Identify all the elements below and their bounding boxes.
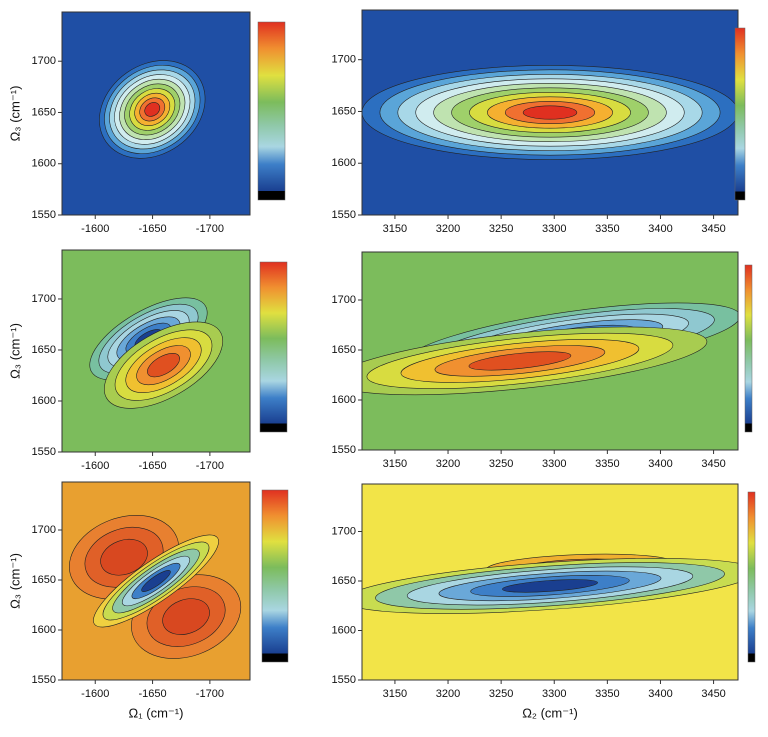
- x-tick-label: 3400: [648, 458, 672, 470]
- x-tick-label: 3250: [489, 223, 513, 235]
- contour-level: [468, 351, 572, 371]
- x-tick-label: 3400: [648, 223, 672, 235]
- x-tick-label: 3150: [383, 688, 407, 700]
- y-tick-label: 1600: [32, 158, 56, 170]
- x-axis-label: Ω₂ (cm⁻¹): [522, 705, 578, 720]
- contours: [362, 302, 738, 396]
- y-tick-label: 1650: [32, 106, 56, 118]
- panel: 3150 3200 3250 3300 3350 3400 3450 1550 1600 1650…: [332, 251, 753, 470]
- y-tick-label: 1550: [332, 444, 356, 456]
- x-tick-label: 3350: [595, 223, 619, 235]
- x-tick-label: 3200: [436, 223, 460, 235]
- y-tick-label: 1600: [332, 624, 356, 636]
- x-tick-label: 3250: [489, 458, 513, 470]
- plot-frame: [361, 251, 739, 451]
- panel: -1600 -1650 -1700 1550 1600 1650 1700 Ω₃ (cm⁻¹): [7, 11, 286, 235]
- x-tick-label: 3400: [648, 688, 672, 700]
- contour-level: [147, 353, 180, 378]
- contours: [99, 60, 206, 159]
- colorbar: [259, 261, 288, 433]
- y-axis-label: Ω₃ (cm⁻¹): [7, 86, 22, 142]
- x-tick-label: -1600: [81, 460, 109, 472]
- y-tick-label: 1700: [32, 293, 56, 305]
- plot-frame: [361, 483, 739, 681]
- x-tick-label: 3200: [436, 688, 460, 700]
- x-tick-label: 3450: [701, 688, 725, 700]
- contour-level: [522, 105, 578, 120]
- y-tick-label: 1550: [32, 209, 56, 221]
- x-tick-label: 3300: [542, 458, 566, 470]
- y-tick-label: 1700: [332, 54, 356, 66]
- x-tick-label: 3250: [489, 688, 513, 700]
- y-tick-label: 1600: [32, 624, 56, 636]
- y-tick-label: 1700: [32, 524, 56, 536]
- x-tick-label: -1700: [196, 460, 224, 472]
- colorbar: [261, 489, 289, 663]
- y-axis-label: Ω₃ (cm⁻¹): [7, 553, 22, 609]
- y-tick-label: 1650: [32, 344, 56, 356]
- x-tick-label: -1700: [196, 688, 224, 700]
- panel: 3150 3200 3250 3300 3350 3400 3450 1550 1600 1650…: [332, 9, 746, 235]
- y-tick-label: 1650: [332, 344, 356, 356]
- x-tick-label: 3300: [542, 223, 566, 235]
- x-tick-label: 3450: [701, 223, 725, 235]
- panel: 3150 3200 3250 3300 3350 3400 3450 1550 1600 1650…: [332, 483, 756, 720]
- contours: [89, 297, 224, 409]
- plot-frame: [61, 249, 251, 453]
- x-tick-label: 3450: [701, 458, 725, 470]
- panel: -1600 -1650 -1700 1550 1600 1650 1700 Ω₃ (cm⁻¹)…: [7, 481, 289, 720]
- x-tick-label: 3150: [383, 223, 407, 235]
- x-tick-label: -1650: [138, 688, 166, 700]
- contour-level: [100, 538, 148, 576]
- contour-level: [144, 102, 161, 117]
- contour-level: [162, 598, 210, 635]
- y-tick-label: 1700: [332, 294, 356, 306]
- colorbar: [744, 264, 753, 433]
- x-tick-label: -1600: [81, 688, 109, 700]
- plot-frame: [61, 481, 251, 681]
- colorbar: [747, 491, 756, 663]
- y-tick-label: 1700: [32, 55, 56, 67]
- x-tick-label: 3350: [595, 458, 619, 470]
- contours: [362, 553, 738, 614]
- x-tick-label: -1600: [81, 223, 109, 235]
- y-axis-label: Ω₃ (cm⁻¹): [7, 323, 22, 379]
- y-tick-label: 1650: [332, 105, 356, 117]
- x-tick-label: 3350: [595, 688, 619, 700]
- x-tick-label: 3150: [383, 458, 407, 470]
- x-tick-label: 3200: [436, 458, 460, 470]
- x-axis-label: Ω₁ (cm⁻¹): [129, 705, 184, 720]
- contour-level: [502, 579, 598, 593]
- y-tick-label: 1550: [332, 674, 356, 686]
- x-tick-label: -1700: [196, 223, 224, 235]
- panel: -1600 -1650 -1700 1550 1600 1650 1700 Ω₃ (cm⁻¹): [7, 249, 288, 472]
- colorbar: [734, 27, 746, 201]
- contours: [69, 515, 242, 659]
- contour-level: [141, 570, 171, 592]
- x-tick-label: -1650: [138, 223, 166, 235]
- y-tick-label: 1700: [332, 525, 356, 537]
- y-tick-label: 1550: [32, 446, 56, 458]
- y-tick-label: 1550: [332, 209, 356, 221]
- x-tick-label: -1650: [138, 460, 166, 472]
- x-tick-label: 3300: [542, 688, 566, 700]
- y-tick-label: 1600: [332, 394, 356, 406]
- y-tick-label: 1600: [32, 395, 56, 407]
- y-tick-label: 1600: [332, 157, 356, 169]
- contours: [362, 65, 738, 160]
- y-tick-label: 1650: [332, 575, 356, 587]
- y-tick-label: 1550: [32, 674, 56, 686]
- plot-frame: [61, 11, 251, 216]
- y-tick-label: 1650: [32, 574, 56, 586]
- colorbar: [257, 21, 286, 201]
